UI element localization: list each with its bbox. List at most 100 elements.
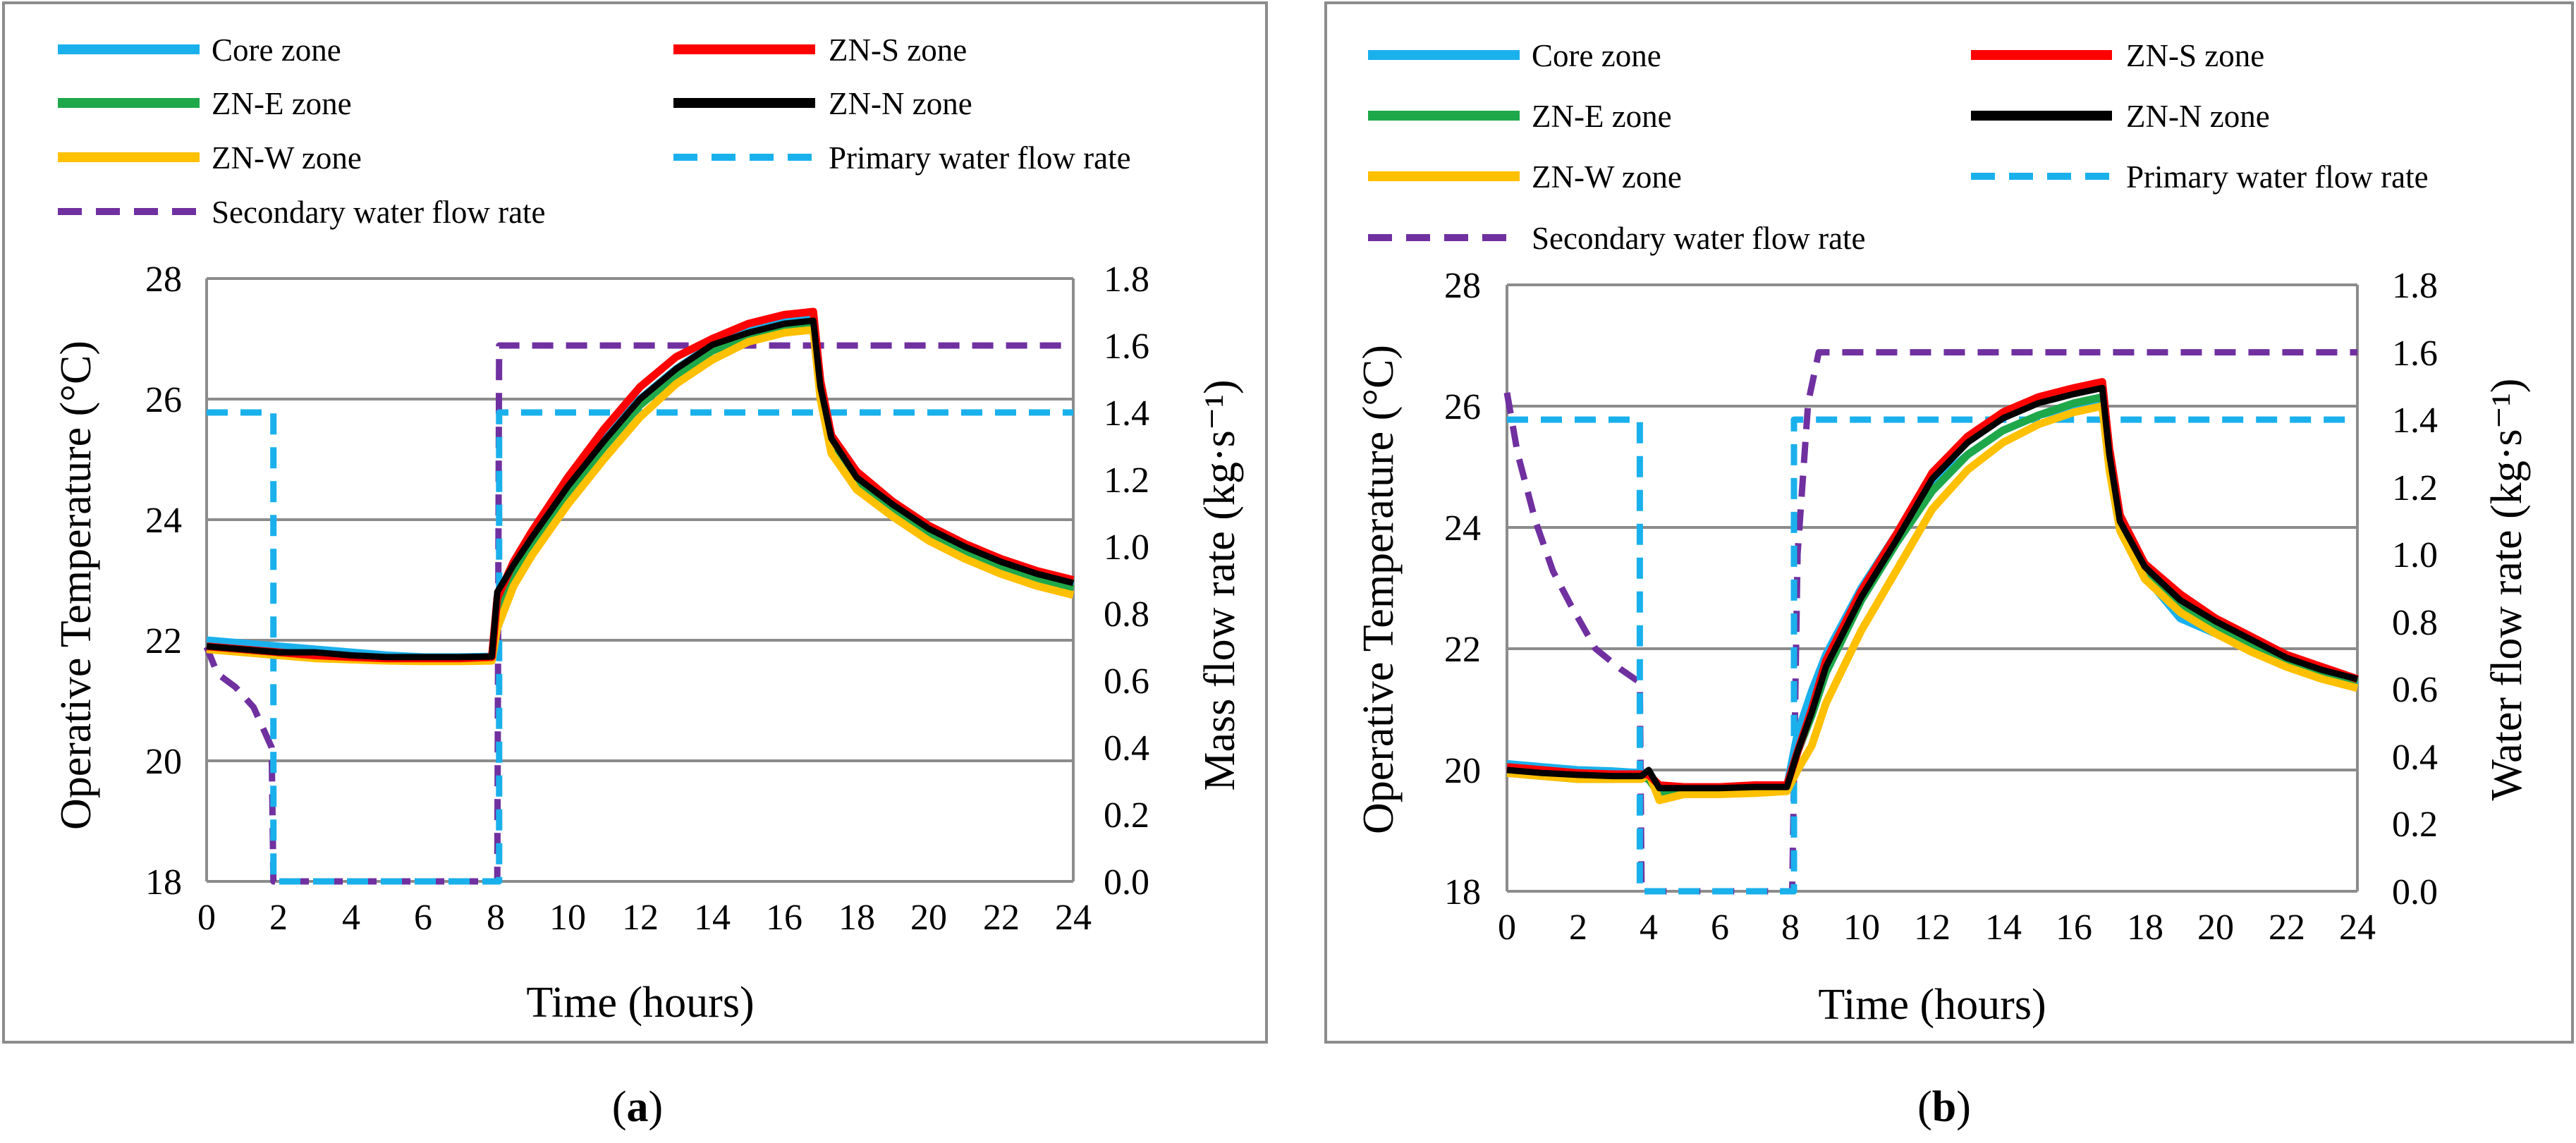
y2-tick-label: 1.6 xyxy=(2392,334,2438,374)
caption-letter: b xyxy=(1932,1083,1956,1131)
y2-tick-label: 0.6 xyxy=(1104,661,1149,702)
y2-tick-label: 0.6 xyxy=(2392,670,2438,710)
y-tick-label: 22 xyxy=(145,621,182,661)
panel-b-frame xyxy=(1324,1,2574,1044)
y-tick-label: 24 xyxy=(1444,508,1481,549)
panel-a-x-ticks: 0 2 4 6 8 10 12 14 16 18 20 22 24 xyxy=(197,898,1092,938)
panel-b-y2-ticks: 1.8 1.6 1.4 1.2 1.0 0.8 0.6 0.4 0.2 0.0 xyxy=(2392,266,2438,912)
y2-tick-label: 0.8 xyxy=(2392,603,2438,643)
x-tick-label: 14 xyxy=(1985,907,2022,948)
y-tick-label: 18 xyxy=(1444,872,1481,912)
x-tick-label: 24 xyxy=(2339,907,2376,948)
x-axis-title: Time (hours) xyxy=(1818,981,2046,1029)
panel-a-legend: Core zone ZN-S zone ZN-E zone ZN-N zone … xyxy=(58,32,1131,230)
x-tick-label: 18 xyxy=(2127,907,2163,948)
legend-label-core: Core zone xyxy=(1532,38,1661,73)
x-tick-label: 4 xyxy=(1640,907,1658,948)
y2-axis-title: Water flow rate (kg·s⁻¹) xyxy=(2483,379,2531,801)
legend-label-zns: ZN-S zone xyxy=(829,32,967,68)
x-tick-label: 18 xyxy=(838,898,875,938)
y2-tick-label: 1.0 xyxy=(2392,535,2438,575)
legend-label-znw: ZN-W zone xyxy=(212,140,362,176)
y2-tick-label: 1.2 xyxy=(1104,460,1149,501)
caption-letter: a xyxy=(627,1083,649,1131)
x-axis-title: Time (hours) xyxy=(526,979,754,1027)
panel-a-caption: (a) xyxy=(612,1083,663,1131)
y2-axis-title: Mass flow rate (kg·s⁻¹) xyxy=(1196,379,1244,790)
legend-label-primary: Primary water flow rate xyxy=(829,140,1131,176)
y2-tick-label: 1.6 xyxy=(1104,326,1149,367)
panel-a-y2-ticks: 1.8 1.6 1.4 1.2 1.0 0.8 0.6 0.4 0.2 0.0 xyxy=(1104,259,1149,903)
x-tick-label: 8 xyxy=(487,898,505,938)
y-tick-label: 24 xyxy=(145,501,182,541)
x-tick-label: 8 xyxy=(1781,907,1800,948)
legend-label-zne: ZN-E zone xyxy=(1532,99,1672,134)
x-tick-label: 14 xyxy=(694,898,731,938)
y-tick-label: 22 xyxy=(1444,630,1481,670)
y-tick-label: 26 xyxy=(145,380,182,420)
x-tick-label: 12 xyxy=(622,898,659,938)
series-line-secondary xyxy=(1503,349,2357,895)
y-tick-label: 20 xyxy=(145,742,182,782)
panel-b-y-ticks: 28 26 24 22 20 18 xyxy=(1444,266,1481,912)
x-tick-label: 22 xyxy=(2269,907,2305,948)
legend-label-znn: ZN-N zone xyxy=(829,86,972,121)
series-line-primary xyxy=(207,409,1073,885)
x-tick-label: 4 xyxy=(342,898,360,938)
panel-a-series-group xyxy=(203,307,1075,885)
y2-tick-label: 1.0 xyxy=(1104,527,1149,568)
y-tick-label: 18 xyxy=(145,862,182,903)
y-axis-title: Operative Temperature (°C) xyxy=(1355,345,1403,834)
x-tick-label: 24 xyxy=(1055,898,1092,938)
panel-a-y-ticks: 28 26 24 22 20 18 xyxy=(145,259,182,903)
x-tick-label: 12 xyxy=(1914,907,1951,948)
caption-open-paren: ( xyxy=(1917,1083,1932,1131)
legend-label-zne: ZN-E zone xyxy=(212,86,352,121)
legend-label-secondary: Secondary water flow rate xyxy=(1532,221,1866,256)
legend-label-zns: ZN-S zone xyxy=(2126,38,2264,73)
legend-label-secondary: Secondary water flow rate xyxy=(212,195,546,230)
y2-tick-label: 1.8 xyxy=(2392,266,2438,306)
panel-b-x-ticks: 0 2 4 6 8 10 12 14 16 18 20 22 24 xyxy=(1498,907,2376,948)
y2-tick-label: 0.4 xyxy=(2392,738,2438,778)
y-tick-label: 20 xyxy=(1444,751,1481,791)
x-tick-label: 10 xyxy=(549,898,586,938)
panel-a-plot xyxy=(203,277,1075,885)
x-tick-label: 6 xyxy=(414,898,432,938)
caption-close-paren: ) xyxy=(1956,1083,1971,1131)
x-tick-label: 6 xyxy=(1711,907,1729,948)
x-tick-label: 0 xyxy=(1498,907,1516,948)
legend-label-primary: Primary water flow rate xyxy=(2126,159,2429,195)
panel-b-caption: (b) xyxy=(1917,1083,1971,1131)
panel-b: Core zone ZN-S zone ZN-E zone ZN-N zone … xyxy=(1324,1,2574,1044)
y2-tick-label: 1.2 xyxy=(2392,468,2438,508)
y2-tick-label: 0.0 xyxy=(2392,872,2438,912)
y-tick-label: 28 xyxy=(1444,266,1481,306)
series-line-znn xyxy=(1506,384,2359,792)
y2-tick-label: 1.8 xyxy=(1104,259,1149,300)
x-tick-label: 0 xyxy=(197,898,216,938)
y2-tick-label: 0.0 xyxy=(1104,862,1149,903)
y-tick-label: 26 xyxy=(1444,387,1481,427)
y2-tick-label: 0.4 xyxy=(1104,728,1149,769)
series-line-znn xyxy=(206,317,1075,661)
x-tick-label: 10 xyxy=(1843,907,1880,948)
y2-tick-label: 1.4 xyxy=(1104,393,1149,434)
panel-b-plot xyxy=(1503,283,2359,895)
y2-tick-label: 1.4 xyxy=(2392,401,2438,441)
legend-label-core: Core zone xyxy=(212,32,341,68)
y-axis-title: Operative Temperature (°C) xyxy=(52,341,100,830)
y-tick-label: 28 xyxy=(145,259,182,300)
series-line-secondary xyxy=(203,342,1073,885)
series-line-primary xyxy=(1507,416,2357,895)
panel-a-frame xyxy=(2,1,1268,1044)
x-tick-label: 2 xyxy=(269,898,288,938)
y2-tick-label: 0.8 xyxy=(1104,594,1149,635)
y2-tick-label: 0.2 xyxy=(1104,795,1149,836)
x-tick-label: 22 xyxy=(983,898,1020,938)
x-tick-label: 16 xyxy=(766,898,802,938)
panel-b-series-group xyxy=(1503,349,2359,895)
panel-a: Core zone ZN-S zone ZN-E zone ZN-N zone … xyxy=(2,1,1268,1044)
caption-open-paren: ( xyxy=(612,1083,627,1131)
